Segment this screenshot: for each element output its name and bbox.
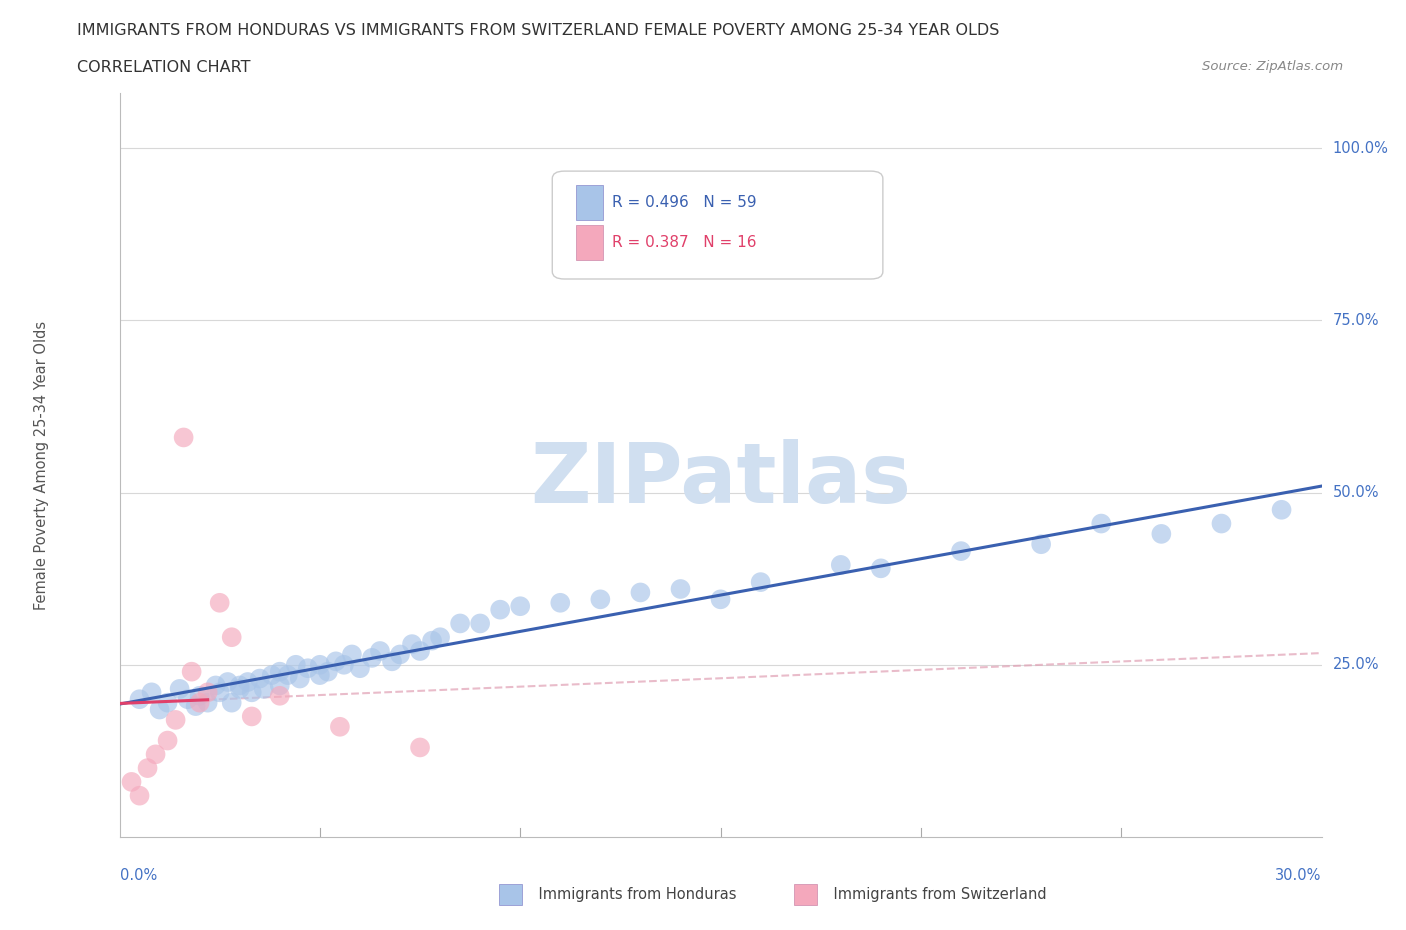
Point	[173, 430, 195, 445]
Point	[184, 698, 207, 713]
Point	[240, 709, 263, 724]
Point	[221, 696, 243, 711]
Point	[329, 719, 352, 734]
Point	[429, 630, 451, 644]
Point	[121, 775, 143, 790]
Point	[333, 658, 356, 672]
Point	[208, 684, 231, 699]
Point	[228, 682, 252, 697]
Point	[1029, 537, 1052, 551]
Point	[156, 733, 179, 748]
Point	[409, 740, 432, 755]
Text: ZIPatlas: ZIPatlas	[530, 439, 911, 521]
Text: 50.0%: 50.0%	[1333, 485, 1379, 500]
Point	[709, 591, 731, 606]
Point	[288, 671, 311, 686]
Point	[1150, 526, 1173, 541]
Point	[869, 561, 893, 576]
Text: CORRELATION CHART: CORRELATION CHART	[77, 60, 250, 75]
Point	[253, 682, 276, 697]
Text: 100.0%: 100.0%	[1333, 140, 1389, 155]
Point	[240, 684, 263, 699]
Point	[249, 671, 271, 686]
Point	[221, 630, 243, 644]
Point	[284, 658, 307, 672]
Point	[550, 595, 572, 610]
Point	[349, 661, 371, 676]
Point	[401, 637, 423, 652]
Point	[368, 644, 391, 658]
Point	[361, 650, 384, 665]
Bar	[794, 884, 817, 905]
Point	[269, 664, 291, 679]
Bar	[499, 884, 522, 905]
Text: Female Poverty Among 25-34 Year Olds: Female Poverty Among 25-34 Year Olds	[34, 321, 49, 609]
Point	[128, 692, 150, 707]
Point	[277, 668, 299, 683]
Point	[468, 616, 492, 631]
Point	[136, 761, 159, 776]
Point	[165, 712, 187, 727]
Point	[309, 668, 332, 683]
Point	[1090, 516, 1112, 531]
Point	[188, 696, 211, 711]
Point	[669, 581, 692, 596]
Point	[141, 684, 163, 699]
Point	[630, 585, 652, 600]
Text: IMMIGRANTS FROM HONDURAS VS IMMIGRANTS FROM SWITZERLAND FEMALE POVERTY AMONG 25-: IMMIGRANTS FROM HONDURAS VS IMMIGRANTS F…	[77, 23, 1000, 38]
Point	[950, 544, 973, 559]
Point	[260, 668, 283, 683]
Bar	[576, 184, 603, 220]
Point	[297, 661, 319, 676]
Point	[309, 658, 332, 672]
Point	[176, 692, 198, 707]
Point	[340, 647, 363, 662]
Text: 25.0%: 25.0%	[1333, 658, 1379, 672]
Point	[589, 591, 612, 606]
Point	[236, 674, 259, 689]
Point	[145, 747, 167, 762]
Point	[325, 654, 347, 669]
Point	[420, 633, 443, 648]
Point	[409, 644, 432, 658]
Point	[269, 688, 291, 703]
Point	[388, 647, 412, 662]
Text: R = 0.496   N = 59: R = 0.496 N = 59	[613, 195, 756, 210]
Point	[830, 557, 852, 572]
Point	[188, 688, 211, 703]
Point	[449, 616, 471, 631]
Text: Source: ZipAtlas.com: Source: ZipAtlas.com	[1202, 60, 1343, 73]
Text: Immigrants from Honduras: Immigrants from Honduras	[520, 887, 737, 902]
Bar	[576, 225, 603, 260]
Point	[197, 696, 219, 711]
Text: R = 0.387   N = 16: R = 0.387 N = 16	[613, 235, 756, 250]
Point	[749, 575, 772, 590]
Text: 75.0%: 75.0%	[1333, 312, 1379, 328]
Point	[1211, 516, 1233, 531]
Point	[169, 682, 191, 697]
Point	[1271, 502, 1294, 517]
Point	[204, 678, 226, 693]
Text: 30.0%: 30.0%	[1275, 868, 1322, 883]
Point	[128, 789, 150, 804]
Point	[197, 684, 219, 699]
Point	[180, 664, 202, 679]
Text: Immigrants from Switzerland: Immigrants from Switzerland	[815, 887, 1047, 902]
Point	[381, 654, 404, 669]
Text: 0.0%: 0.0%	[120, 868, 156, 883]
Point	[228, 678, 252, 693]
FancyBboxPatch shape	[553, 171, 883, 279]
Point	[509, 599, 531, 614]
Point	[208, 595, 231, 610]
Point	[156, 696, 179, 711]
Point	[217, 674, 239, 689]
Point	[269, 678, 291, 693]
Point	[489, 603, 512, 618]
Point	[316, 664, 339, 679]
Point	[149, 702, 172, 717]
